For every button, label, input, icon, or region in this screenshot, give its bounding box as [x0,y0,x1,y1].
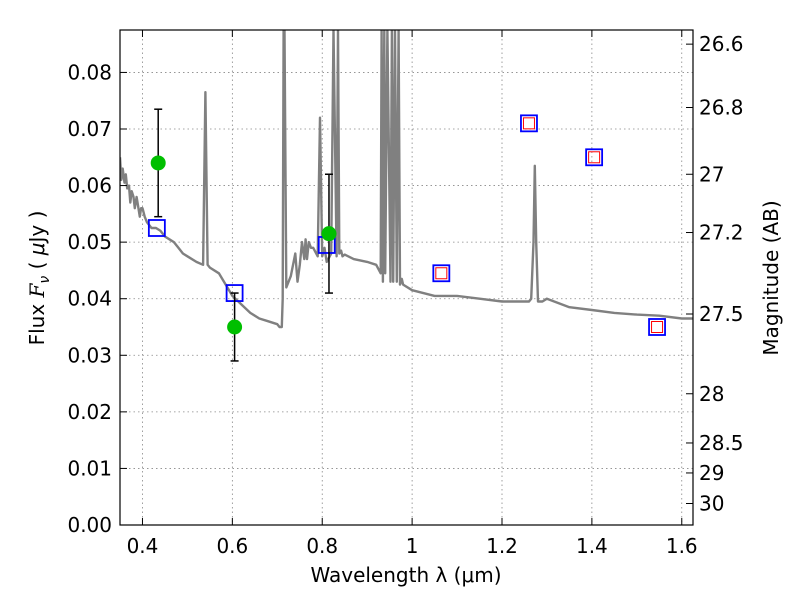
y-tick-label: 0.06 [67,174,112,198]
y-tick-label: 0.03 [67,343,112,367]
y-tick-label: 0.00 [67,513,112,537]
right-tick-label: 29 [699,461,724,485]
right-tick-label: 27.2 [699,221,744,245]
model-photometry-box [432,264,451,283]
x-tick-label: 1.2 [486,534,518,558]
plot-area [120,30,693,329]
y-tick-label: 0.05 [67,230,112,254]
observed-photometry-point [150,155,166,171]
x-tick-label: 0.6 [216,534,248,558]
right-tick-label: 28 [699,382,724,406]
model-photometry-box [147,219,166,237]
ticks: 0.4 0.6 0.8 1 1.2 1.4 1.6 0.00 0.01 0.02 0.03 0.04 0… [67,30,744,558]
model-photometry-inner-box [588,151,601,164]
observed-photometry-point [321,226,337,242]
y-tick-label: 0.07 [67,117,112,141]
y-tick-label: 0.02 [67,400,112,424]
right-tick-label: 27.5 [699,302,744,326]
observed-photometry-point [227,319,243,335]
model-photometry-box [648,318,666,336]
right-axis-label: Magnitude (AB) [759,200,783,355]
y-label-mu: μ [25,242,49,256]
right-tick-label: 26.6 [699,32,744,56]
plot-background [120,30,693,525]
grid [120,30,693,526]
model-photometry-inner-box [522,117,535,130]
y-label-open: ( [25,255,49,276]
right-tick-label: 28.5 [699,431,744,455]
y-tick-label: 0.08 [67,60,112,84]
right-tick-label: 30 [699,492,724,516]
y-label-flux: Flux [25,297,49,345]
y-tick-label: 0.04 [67,287,112,311]
x-tick-label: 1.6 [666,534,698,558]
x-tick-label: 0.8 [306,534,338,558]
model-photometry-box [520,114,538,133]
x-tick-label: 1.4 [576,534,608,558]
y-label-unit: Jy ) [25,211,49,245]
sed-spectrum-line [120,30,693,329]
x-tick-label: 1 [406,534,419,558]
x-axis-label: Wavelength λ (μm) [310,563,501,587]
y-label-nu: ν [37,276,53,284]
plot-frame [119,29,694,526]
x-tick-label: 0.4 [127,534,159,558]
model-photometry-box [585,148,604,167]
y-axis-label: Flux Fν ( μJy ) [25,211,53,346]
y-label-F: F [25,282,49,298]
model-photometry-inner-box [651,321,664,333]
y-tick-label: 0.01 [67,456,112,480]
markers [147,108,666,362]
right-tick-label: 27 [699,162,724,186]
right-tick-label: 26.8 [699,96,744,120]
model-photometry-inner-box [435,267,448,280]
